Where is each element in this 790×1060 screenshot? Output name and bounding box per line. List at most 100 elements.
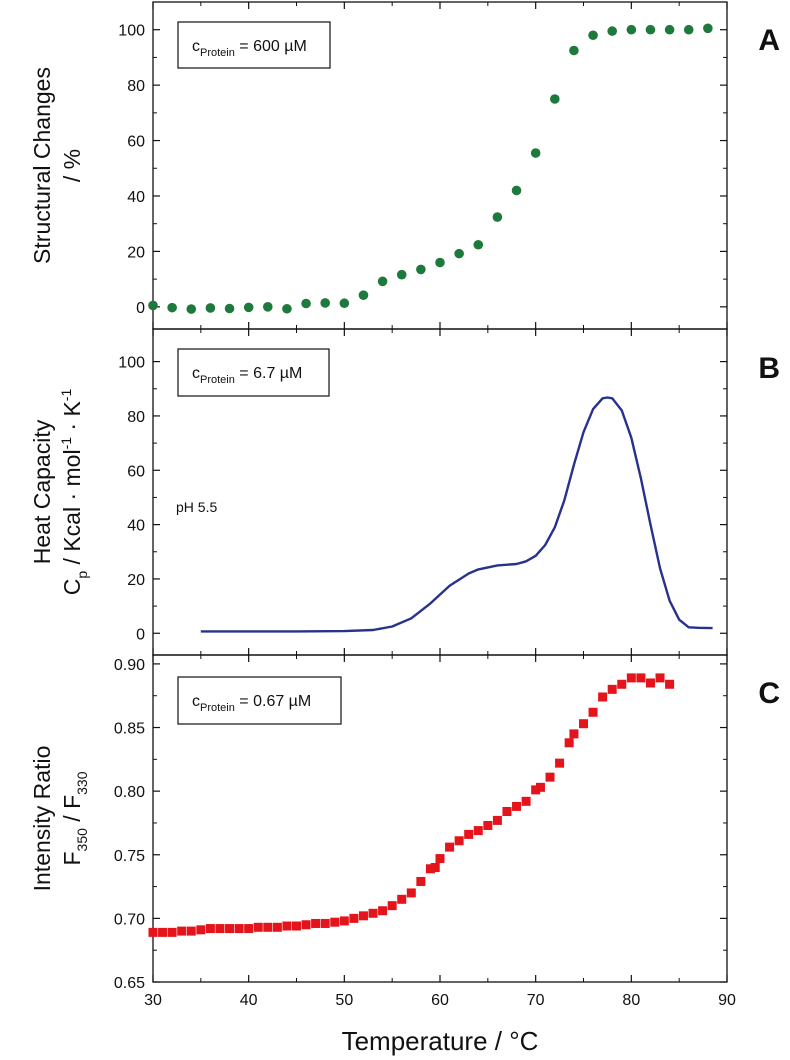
data-point [387,901,397,911]
data-point [531,785,541,795]
y-tick-label: 40 [127,518,145,535]
data-point [473,826,483,836]
data-point [502,807,512,817]
data-point [626,24,637,35]
data-point [464,829,474,839]
y-axis-label-units: / % [59,149,85,182]
data-point [339,298,350,309]
x-tick-label: 30 [144,992,162,1009]
data-point [492,212,503,222]
data-point [263,922,273,932]
data-point [377,276,388,287]
data-point [636,673,646,683]
y-tick-label: 100 [118,23,145,40]
data-point [196,925,206,935]
data-point [244,924,254,934]
data-point [665,679,675,689]
data-point [416,876,426,886]
legend-box [177,676,342,725]
data-point [492,815,502,825]
data-point [655,673,665,683]
data-point [598,692,608,702]
panel-letter: B [758,352,780,385]
legend-text: cProtein = 6.7 µM [192,365,302,386]
data-point [358,290,369,300]
y-tick-label: 40 [127,189,145,206]
x-tick-label: 70 [527,992,545,1009]
data-point [535,782,545,792]
y-tick-label: 60 [127,134,145,151]
data-point [511,185,522,196]
panel-letter: C [758,677,780,710]
data-point [473,239,484,250]
y-tick-label: 0 [136,626,145,643]
data-point [330,917,340,927]
data-point [311,918,321,928]
y-tick-label: 0.85 [114,721,145,738]
y-tick-label: 20 [127,572,145,589]
legend-box [177,348,330,397]
data-point [225,924,235,934]
y-tick-label: 0 [136,300,145,317]
data-point [215,924,225,934]
data-point [320,918,330,928]
y-tick-label: 60 [127,463,145,480]
data-point [425,864,435,874]
legend-box [177,21,331,69]
data-point [368,908,378,918]
series-line [200,396,713,633]
data-point [292,921,301,931]
data-point [186,926,196,936]
data-point [396,269,407,280]
y-tick-label: 0.70 [114,911,145,928]
data-point [645,24,656,35]
data-point [301,920,311,930]
data-point [301,298,311,309]
data-point [224,303,235,314]
y-axis-label-units: F350 / F330 [59,771,90,865]
data-point [435,257,445,268]
data-point [454,248,464,259]
data-point [205,924,215,934]
data-point [607,684,617,694]
x-tick-label: 90 [718,992,736,1009]
x-axis: 30 40 50 60 70 80 90 Temperature / °C [144,992,736,1056]
data-point [512,801,522,811]
data-point [430,862,440,872]
data-point [378,906,388,916]
data-point [186,304,197,314]
data-point [607,26,617,36]
data-point [148,300,158,311]
data-point [703,23,713,34]
data-point [205,303,216,313]
data-point [272,922,282,932]
y-tick-label: 80 [127,78,145,95]
data-point [253,922,263,932]
y-tick-label: 0.80 [114,784,145,801]
data-point [545,772,555,782]
data-point [454,836,464,846]
data-point [664,24,675,35]
data-point [588,707,598,717]
data-point [617,679,627,689]
data-point [445,842,455,852]
data-point [588,30,598,41]
data-point [645,678,655,688]
data-point [435,854,445,864]
data-point [555,758,565,768]
x-axis-label: Temperature / °C [342,1026,539,1056]
annotation-ph: pH 5.5 [176,499,217,515]
y-axis-label: Intensity Ratio [29,746,55,892]
data-point [158,927,168,937]
data-point [530,148,541,158]
y-tick-label: 20 [127,244,145,261]
data-point [177,926,187,936]
panel-c: 0.65 0.70 0.75 0.80 0.85 0.90 Intensity Ratio F… [29,654,780,992]
y-axis-label-units: Cp / Kcal · mol-1 · K-1 [58,389,90,596]
x-tick-label: 50 [335,992,353,1009]
data-point [167,302,177,313]
data-point [550,94,560,104]
data-point [282,303,292,314]
data-point [569,729,579,739]
data-point [521,796,531,806]
